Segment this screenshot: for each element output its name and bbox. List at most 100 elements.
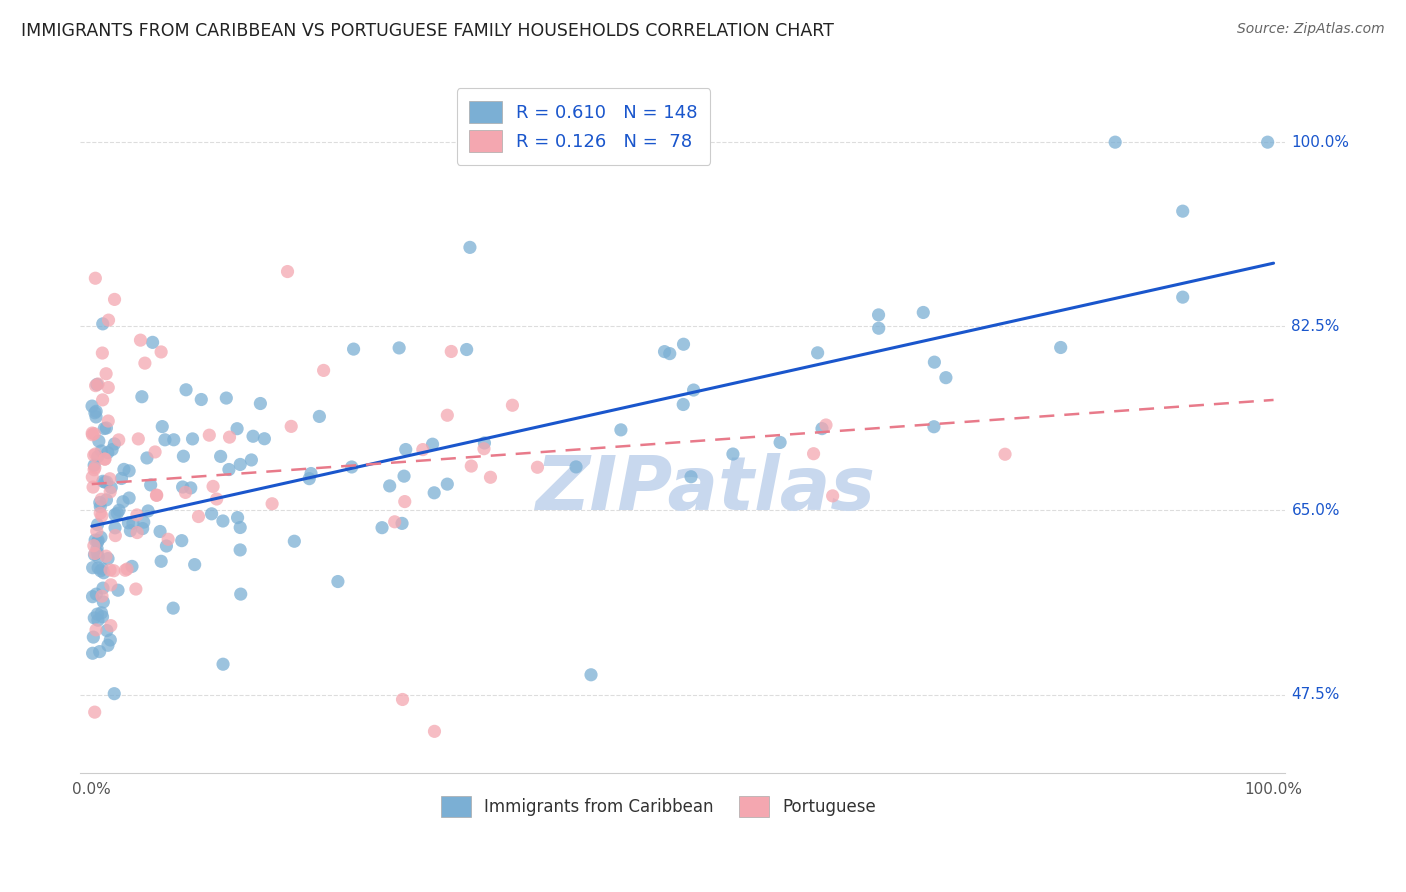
Point	[91, 562, 114, 576]
Point	[87, 613, 110, 627]
Point	[395, 442, 418, 457]
Point	[679, 469, 702, 483]
Point	[180, 481, 202, 495]
Point	[384, 515, 406, 529]
Point	[253, 432, 276, 446]
Point	[340, 460, 363, 475]
Point	[456, 343, 478, 357]
Point	[86, 450, 108, 464]
Point	[127, 525, 149, 540]
Point	[229, 458, 252, 472]
Point	[84, 546, 107, 560]
Point	[371, 521, 394, 535]
Point	[84, 271, 107, 285]
Point	[104, 508, 127, 522]
Point	[117, 516, 139, 530]
Point	[82, 560, 104, 574]
Point	[226, 422, 249, 436]
Point	[111, 494, 134, 508]
Point	[1104, 135, 1126, 149]
Point	[212, 657, 235, 672]
Point	[143, 445, 166, 459]
Point	[86, 524, 108, 538]
Point	[84, 409, 107, 424]
Point	[110, 471, 132, 485]
Point	[84, 623, 107, 637]
Point	[90, 444, 112, 458]
Point	[131, 390, 153, 404]
Point	[94, 475, 117, 490]
Point	[82, 646, 104, 660]
Point	[134, 356, 156, 370]
Point	[215, 391, 238, 405]
Point	[84, 587, 107, 601]
Point	[90, 508, 112, 523]
Point	[96, 475, 118, 489]
Point	[121, 559, 143, 574]
Point	[145, 488, 167, 502]
Point	[87, 434, 110, 449]
Point	[103, 293, 125, 307]
Point	[100, 618, 122, 632]
Point	[82, 470, 104, 484]
Point	[153, 433, 176, 447]
Point	[172, 480, 194, 494]
Point	[82, 630, 104, 644]
Point	[155, 539, 177, 553]
Point	[174, 485, 197, 500]
Point	[125, 508, 148, 522]
Point	[107, 583, 129, 598]
Point	[922, 419, 945, 434]
Point	[83, 548, 105, 562]
Point	[721, 447, 744, 461]
Point	[114, 563, 136, 577]
Point	[190, 392, 212, 407]
Point	[342, 342, 364, 356]
Point	[97, 638, 120, 652]
Point	[94, 549, 117, 564]
Point	[83, 463, 105, 477]
Point	[276, 264, 298, 278]
Point	[157, 533, 180, 547]
Point	[579, 667, 602, 681]
Point	[93, 452, 115, 467]
Point	[458, 240, 481, 254]
Point	[935, 370, 957, 384]
Point	[97, 551, 120, 566]
Point	[89, 495, 111, 509]
Point	[298, 472, 321, 486]
Text: 65.0%: 65.0%	[1291, 503, 1340, 518]
Point	[97, 313, 120, 327]
Point	[198, 428, 221, 442]
Point	[97, 414, 120, 428]
Point	[91, 346, 114, 360]
Point	[440, 344, 463, 359]
Point	[172, 449, 194, 463]
Point	[136, 450, 159, 465]
Point	[89, 644, 111, 658]
Point	[91, 475, 114, 489]
Point	[86, 546, 108, 560]
Point	[460, 458, 482, 473]
Point	[280, 419, 302, 434]
Point	[672, 397, 695, 411]
Point	[97, 380, 120, 394]
Point	[86, 517, 108, 532]
Point	[82, 590, 104, 604]
Point	[209, 450, 232, 464]
Point	[93, 421, 115, 435]
Point	[83, 458, 105, 473]
Text: 47.5%: 47.5%	[1291, 687, 1340, 702]
Point	[100, 578, 122, 592]
Point	[104, 528, 127, 542]
Point	[163, 433, 186, 447]
Point	[183, 558, 205, 572]
Point	[181, 432, 204, 446]
Point	[479, 470, 502, 484]
Point	[122, 516, 145, 531]
Point	[131, 522, 153, 536]
Point	[84, 404, 107, 418]
Legend: Immigrants from Caribbean, Portuguese: Immigrants from Caribbean, Portuguese	[433, 788, 884, 825]
Point	[94, 367, 117, 381]
Point	[83, 705, 105, 719]
